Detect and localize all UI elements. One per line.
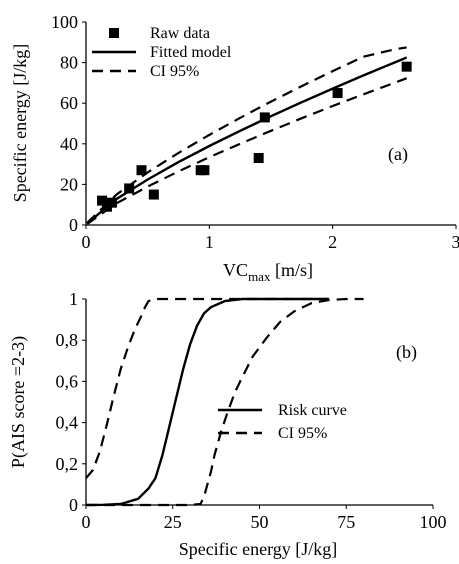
y-tick-label: 0,4 — [56, 413, 79, 433]
x-tick-label: 50 — [251, 512, 269, 532]
y-tick-label: 100 — [51, 12, 78, 32]
chart-a: 0 20 40 60 80 100 0 1 2 3 Specific energy [J/kg] VC… — [10, 12, 459, 284]
ci-95-line — [86, 77, 408, 225]
data-point — [199, 165, 210, 176]
data-point — [401, 61, 412, 72]
x-tick-label: 100 — [420, 512, 447, 532]
legend-label: Fitted model — [150, 44, 232, 61]
legend-marker — [109, 28, 119, 38]
x-tick-label: 25 — [164, 512, 182, 532]
y-tick-label: 0,2 — [56, 454, 79, 474]
y-tick-label: 80 — [60, 53, 78, 73]
ci-95-line — [86, 297, 364, 507]
x-axis-title-unit: [m/s] — [270, 260, 313, 280]
legend-label: CI 95% — [278, 425, 327, 442]
y-tick-label: 0 — [69, 495, 78, 515]
legend-label: Raw data — [150, 25, 210, 42]
x-tick-label: 2 — [328, 232, 337, 252]
x-tick-label: 0 — [82, 512, 91, 532]
x-tick-label: 3 — [452, 232, 459, 252]
data-point — [148, 189, 159, 200]
y-tick-label: 20 — [60, 174, 78, 194]
y-axis-title: Specific energy [J/kg] — [10, 44, 30, 203]
x-tick-label: 75 — [337, 512, 355, 532]
fitted-curve-line — [86, 56, 408, 225]
ci-95-line — [85, 297, 329, 479]
ci-95-line — [86, 46, 407, 224]
data-point — [124, 183, 135, 194]
data-point — [253, 153, 264, 164]
y-axis-title: P(AIS score =2-3) — [8, 336, 29, 468]
data-point — [136, 165, 147, 176]
panel-label: (b) — [396, 342, 417, 363]
x-axis-title-sub: max — [248, 269, 271, 284]
data-point — [259, 112, 270, 123]
x-axis-title: VCmax [m/s] — [223, 260, 313, 284]
x-axis-title-main: VC — [223, 260, 248, 280]
data-point — [332, 88, 343, 99]
data-point — [97, 195, 108, 206]
x-tick-label: 1 — [205, 232, 214, 252]
y-tick-label: 0 — [69, 215, 78, 235]
y-tick-label: 40 — [60, 134, 78, 154]
x-axis-title: Specific energy [J/kg] — [179, 539, 338, 559]
x-tick-label: 0 — [82, 232, 91, 252]
panel-label: (a) — [388, 144, 408, 165]
y-tick-label: 0,6 — [56, 371, 79, 391]
legend-label: CI 95% — [150, 63, 199, 80]
fitted-curve-line — [85, 297, 329, 507]
y-tick-label: 60 — [60, 93, 78, 113]
y-tick-label: 0,8 — [56, 330, 79, 350]
legend-label: Risk curve — [278, 402, 347, 419]
y-tick-label: 1 — [69, 289, 78, 309]
chart-b: 0 0,2 0,4 0,6 0,8 1 0 25 50 75 100 P(AIS score =2-3… — [8, 289, 447, 559]
